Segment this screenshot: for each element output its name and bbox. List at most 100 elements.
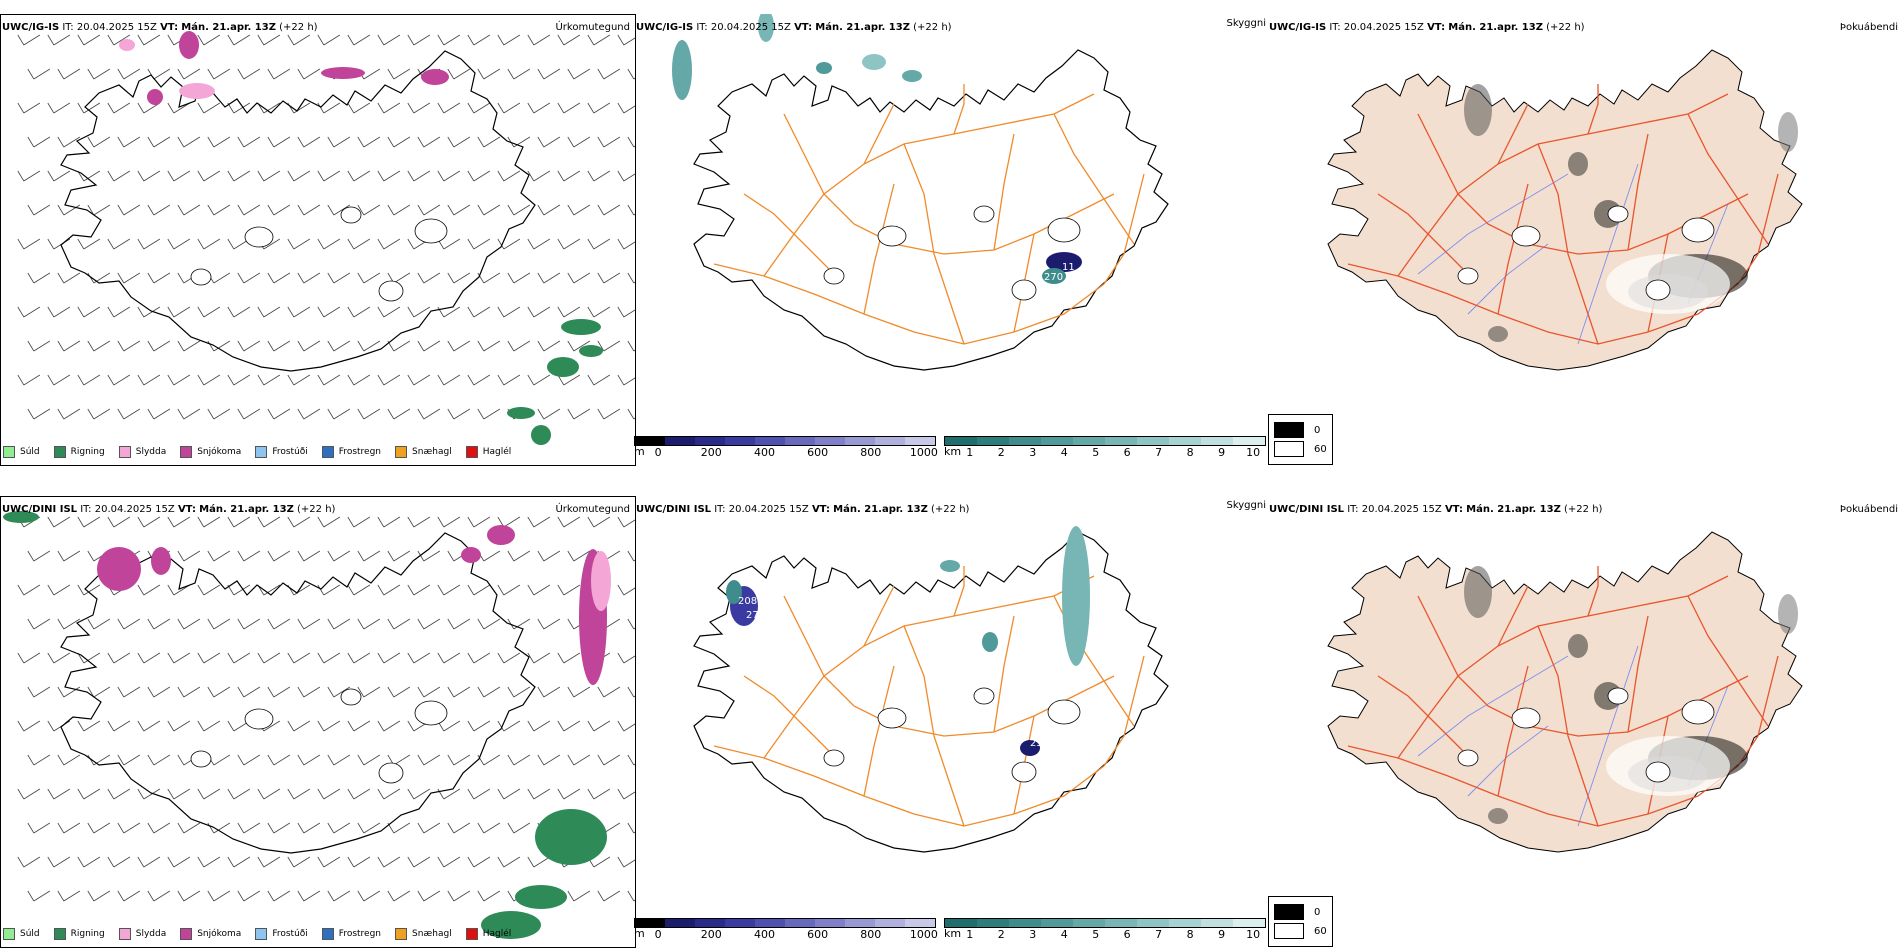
wind-barb [297, 340, 321, 352]
wind-barb [237, 890, 261, 902]
wind-barb [167, 374, 191, 386]
wind-barb [167, 652, 191, 664]
wind-barb [327, 754, 351, 766]
wind-barb [117, 68, 141, 80]
wind-barb [117, 754, 141, 766]
wind-barb [557, 238, 581, 250]
road [903, 143, 965, 345]
wind-barb [297, 618, 321, 630]
wind-barb [327, 618, 351, 630]
wind-barb [57, 408, 81, 420]
wind-barb [147, 754, 171, 766]
wind-barb [627, 136, 635, 148]
glacier-outline [1681, 699, 1715, 725]
wind-barb [597, 340, 621, 352]
legend-item: Snjókoma [180, 446, 241, 458]
wind-barb [107, 856, 131, 868]
glacier-outline [190, 750, 212, 768]
wind-barb [197, 306, 221, 318]
colorbar-swatches [944, 918, 1266, 928]
header-top-visibility: UWC/IG-IS IT: 20.04.2025 15Z VT: Mán. 21… [636, 22, 952, 33]
precip-cell [561, 319, 601, 335]
road [1537, 143, 1599, 345]
wind-barb [57, 686, 81, 698]
wind-barb [47, 856, 71, 868]
colorbar-cell [977, 437, 1009, 445]
wind-barb [477, 550, 501, 562]
colorbar-unit: m [634, 927, 645, 940]
visibility-cell [1062, 526, 1090, 666]
river [1467, 725, 1549, 797]
wind-barb [77, 584, 101, 596]
legend-label: Frostregn [338, 929, 382, 939]
colorbar-cell [1041, 919, 1073, 927]
wind-barb [387, 822, 411, 834]
wind-barb [27, 136, 51, 148]
wind-barb [197, 584, 221, 596]
wind-barb [407, 306, 431, 318]
wind-barb [147, 204, 171, 216]
glacier-outline [1645, 761, 1671, 783]
wind-barb [587, 516, 611, 528]
wind-barb [107, 102, 131, 114]
colorbar-cell [725, 437, 755, 445]
wind-barb [597, 68, 621, 80]
wind-barb [137, 306, 161, 318]
wind-barb [267, 890, 291, 902]
wind-barb [537, 136, 561, 148]
wind-barb [557, 788, 581, 800]
legend-item: Rigning [53, 446, 105, 458]
fog-legend-label: 60 [1314, 925, 1327, 937]
wind-barb [267, 618, 291, 630]
wind-barb [267, 68, 291, 80]
wind-barb [347, 238, 371, 250]
colorbar-tick: 1 [966, 446, 974, 459]
wind-barb [477, 136, 501, 148]
wind-barb [317, 238, 341, 250]
wind-barb [167, 102, 191, 114]
fog-map-top [1327, 49, 1803, 371]
wind-barb [557, 102, 581, 114]
road [1497, 585, 1529, 647]
wind-barb [107, 238, 131, 250]
road [1497, 183, 1529, 315]
map-label: 208 [738, 596, 757, 607]
wind-barb [147, 68, 171, 80]
wind-barb [137, 516, 161, 528]
wind-barb [227, 170, 251, 182]
wind-barb [17, 306, 41, 318]
wind-barb [17, 720, 41, 732]
wind-barb [467, 374, 491, 386]
wind-barb [57, 204, 81, 216]
legend-item: Súld [3, 446, 40, 458]
colorbar-cell [945, 437, 977, 445]
wind-barb [47, 584, 71, 596]
wind-barb [627, 204, 635, 216]
it-value: 20.04.2025 15Z [94, 504, 175, 515]
wind-barb [357, 408, 381, 420]
colorbar-cell [725, 919, 755, 927]
wind-barb [357, 822, 381, 834]
it-value: 20.04.2025 15Z [728, 504, 809, 515]
wind-barb [327, 340, 351, 352]
legend-swatch [255, 928, 268, 940]
wind-barb [567, 408, 591, 420]
wind-barb [167, 788, 191, 800]
wind-barb [257, 652, 281, 664]
wind-barb [57, 272, 81, 284]
wind-barb [237, 754, 261, 766]
legend-swatch [395, 446, 408, 458]
road [863, 183, 895, 315]
wind-barb [387, 340, 411, 352]
iceland-coastline [693, 531, 1169, 853]
wind-barb [27, 204, 51, 216]
wind-barb [537, 340, 561, 352]
map-label: 278 [746, 610, 765, 621]
colorbar-cell [945, 919, 977, 927]
glacier-outline [877, 225, 907, 247]
wind-barb [407, 856, 431, 868]
colorbar-cell [1105, 919, 1137, 927]
wind-barb [167, 170, 191, 182]
wind-barb [237, 340, 261, 352]
lead-time: (+22 h) [1546, 22, 1585, 33]
